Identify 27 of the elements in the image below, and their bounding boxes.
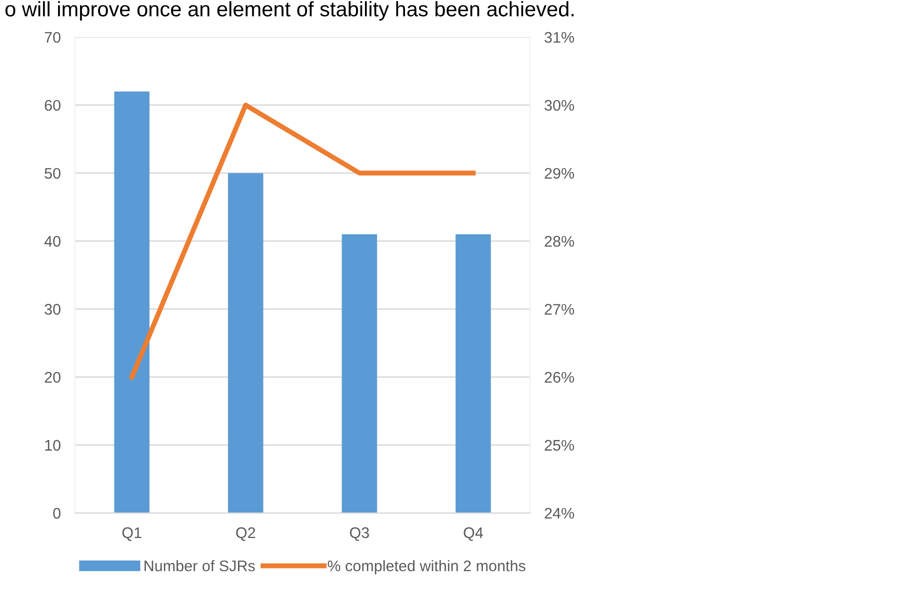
y2-tick-label: 28% (544, 236, 574, 247)
y-tick-label: 60 (44, 100, 60, 111)
text: o will improve once an element of stability has been achieved. (5, 1, 574, 21)
y-tick-label: 40 (44, 236, 60, 247)
bar (114, 91, 150, 514)
y2-tick-label: 24% (544, 508, 574, 519)
y2-tick-label: 26% (544, 372, 574, 383)
legend-label: % completed within 2 months (328, 560, 526, 574)
y-tick-label: 20 (44, 372, 60, 383)
y-tick-label: 0 (53, 508, 60, 519)
y-tick-label: 30 (44, 304, 60, 315)
legend-label: Number of SJRs (144, 560, 255, 572)
bar (228, 173, 264, 514)
x-tick-label: Q4 (464, 527, 483, 541)
y2-tick-label: 30% (544, 100, 574, 111)
y-tick-label: 50 (44, 168, 60, 179)
y2-tick-label: 27% (544, 304, 574, 315)
bar (342, 234, 378, 514)
y-tick-label: 70 (44, 32, 60, 43)
y-tick-label: 10 (45, 440, 60, 451)
y2-tick-label: 29% (544, 168, 574, 179)
x-tick-label: Q3 (350, 527, 369, 541)
y2-tick-label: 31% (544, 32, 574, 43)
bar (456, 234, 491, 514)
x-tick-label: Q1 (122, 527, 142, 541)
y2-tick-label: 25% (544, 440, 574, 451)
x-tick-label: Q2 (236, 527, 256, 541)
